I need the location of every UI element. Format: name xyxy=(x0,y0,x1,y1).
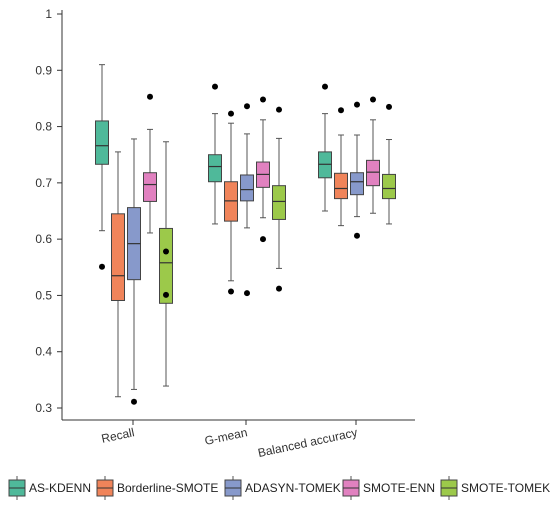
legend-label: SMOTE-ENN xyxy=(363,481,435,495)
x-category-label: Balanced accuracy xyxy=(257,425,359,460)
box-iqr xyxy=(208,154,222,183)
y-tick-label: 0.6 xyxy=(35,232,52,246)
outlier-point xyxy=(147,93,153,100)
y-tick-label: 0.8 xyxy=(35,120,52,134)
box-adasyn-tomek xyxy=(350,101,364,239)
legend: AS-KDENN Borderline-SMOTE ADASYN-TOMEK SMOT… xyxy=(8,476,550,500)
box-iqr xyxy=(111,213,125,301)
legend-item: ADASYN-TOMEK xyxy=(224,476,341,500)
y-tick-label: 0.9 xyxy=(35,63,52,77)
box-smote-tomek xyxy=(272,106,286,292)
box-as-kdenn xyxy=(208,83,222,225)
box-smote-enn xyxy=(143,93,157,234)
outlier-point xyxy=(322,83,328,90)
y-tick-label: 1 xyxy=(45,7,52,21)
box-iqr xyxy=(350,172,364,196)
box-smote-tomek xyxy=(159,141,173,387)
outlier-point xyxy=(228,288,234,295)
box-iqr xyxy=(272,185,286,220)
box-iqr xyxy=(143,172,157,202)
box-borderline-smote xyxy=(334,107,348,227)
legend-item: Borderline-SMOTE xyxy=(96,476,218,500)
legend-label: Borderline-SMOTE xyxy=(117,481,218,495)
y-tick-label: 0.4 xyxy=(35,345,52,359)
legend-item: SMOTE-ENN xyxy=(342,476,435,500)
legend-item: SMOTE-TOMEK xyxy=(440,476,550,500)
box-smote-tomek xyxy=(382,103,396,225)
box-adasyn-tomek xyxy=(240,103,254,297)
outlier-point xyxy=(228,110,234,117)
outlier-point xyxy=(244,290,250,297)
outlier-point xyxy=(244,103,250,110)
y-tick-label: 0.5 xyxy=(35,288,52,302)
outlier-point xyxy=(131,398,137,405)
outlier-point xyxy=(99,263,105,270)
y-tick-label: 0.7 xyxy=(35,176,52,190)
box-iqr xyxy=(95,120,109,165)
outlier-point xyxy=(163,248,169,255)
outlier-point xyxy=(260,96,266,103)
outlier-point xyxy=(163,291,169,298)
box-adasyn-tomek xyxy=(127,138,141,405)
box-iqr xyxy=(366,159,380,187)
outlier-point xyxy=(354,232,360,239)
legend-label: SMOTE-TOMEK xyxy=(461,481,550,495)
box-smote-enn xyxy=(256,96,270,243)
x-category-label: G-mean xyxy=(203,425,248,448)
box-iqr xyxy=(382,173,396,200)
box-smote-enn xyxy=(366,96,380,214)
outlier-point xyxy=(212,83,218,90)
outlier-point xyxy=(276,106,282,113)
box-iqr xyxy=(334,172,348,200)
box-as-kdenn xyxy=(95,64,109,270)
outlier-point xyxy=(276,285,282,292)
legend-item: AS-KDENN xyxy=(8,476,91,500)
legend-label: AS-KDENN xyxy=(29,481,91,495)
plot-area xyxy=(95,64,396,405)
outlier-point xyxy=(354,101,360,108)
box-as-kdenn xyxy=(318,83,332,212)
outlier-point xyxy=(338,107,344,114)
box-iqr xyxy=(240,174,254,202)
box-iqr xyxy=(159,227,173,304)
y-tick-label: 0.3 xyxy=(35,401,52,415)
box-borderline-smote xyxy=(224,110,238,295)
outlier-point xyxy=(386,103,392,110)
x-category-label: Recall xyxy=(100,425,136,446)
outlier-point xyxy=(260,236,266,243)
legend-label: ADASYN-TOMEK xyxy=(245,481,341,495)
outlier-point xyxy=(370,96,376,103)
box-borderline-smote xyxy=(111,151,125,398)
